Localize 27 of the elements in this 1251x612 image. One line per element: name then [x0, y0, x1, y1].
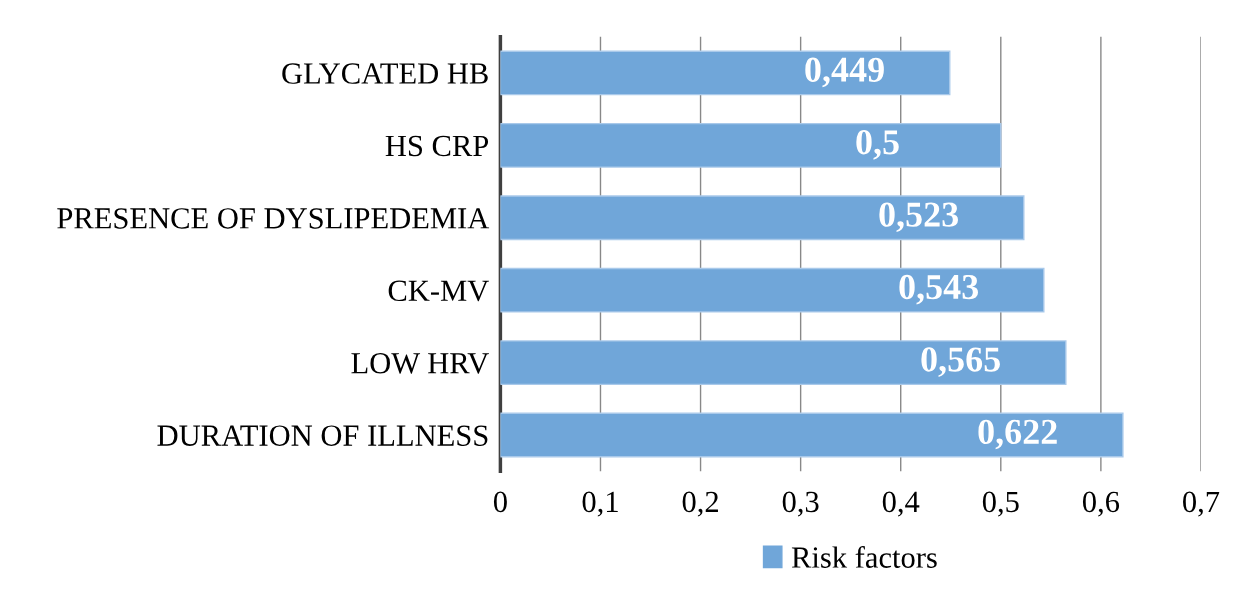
x-tick-label: 0,4	[882, 491, 920, 517]
y-tick-label: DURATION OF ILLNESS	[157, 425, 488, 446]
y-tick-label: CK-MV	[388, 280, 489, 302]
legend-label: Risk factors	[791, 546, 937, 568]
bar	[500, 50, 951, 96]
y-tick-label: GLYCATED HB	[282, 63, 488, 84]
x-tick-label: 0,3	[782, 491, 819, 517]
bar	[500, 122, 1002, 168]
bar	[500, 267, 1045, 313]
bar	[500, 412, 1124, 458]
data-label: 0,543	[899, 274, 979, 305]
y-tick-label: HS CRP	[385, 135, 489, 157]
data-label: 0,5	[856, 130, 899, 160]
x-tick-label: 0,1	[582, 491, 618, 517]
y-tick-label: LOW HRV	[351, 352, 489, 374]
data-label: 0,565	[921, 347, 1000, 377]
bar	[500, 195, 1025, 241]
y-tick-label: PRESENCE OF DYSLIPEDEMIA	[57, 208, 490, 229]
x-tick-label: 0,5	[982, 491, 1019, 517]
x-tick-label: 0,2	[682, 491, 718, 517]
x-tick-label: 0	[493, 491, 507, 513]
data-label: 0,523	[879, 202, 958, 233]
bar	[500, 340, 1067, 386]
x-tick-label: 0,7	[1183, 491, 1220, 517]
x-tick-label: 0,6	[1082, 491, 1120, 517]
data-label: 0,622	[978, 419, 1057, 450]
data-label: 0,449	[805, 57, 884, 88]
